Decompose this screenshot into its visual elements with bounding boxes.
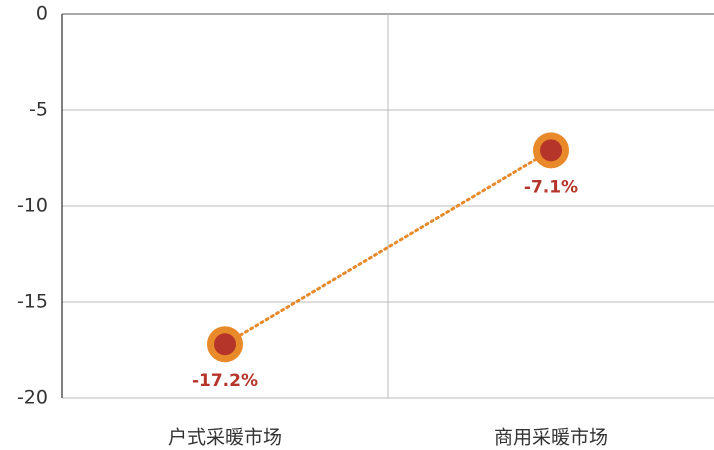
line [223,148,553,346]
x-tick-label: 商用采暖市场 [494,427,608,449]
marker-inner [214,333,236,356]
y-tick-label: -5 [29,99,48,121]
x-tick-label: 户式采暖市场 [168,427,282,449]
y-tick-label: -15 [17,291,48,313]
y-tick-label: 0 [36,3,48,25]
marker-inner [540,139,562,162]
y-tick-label: -20 [17,387,48,409]
value-label: -7.1% [524,177,578,197]
value-label: -17.2% [192,371,258,391]
y-tick-label: -10 [17,195,48,217]
